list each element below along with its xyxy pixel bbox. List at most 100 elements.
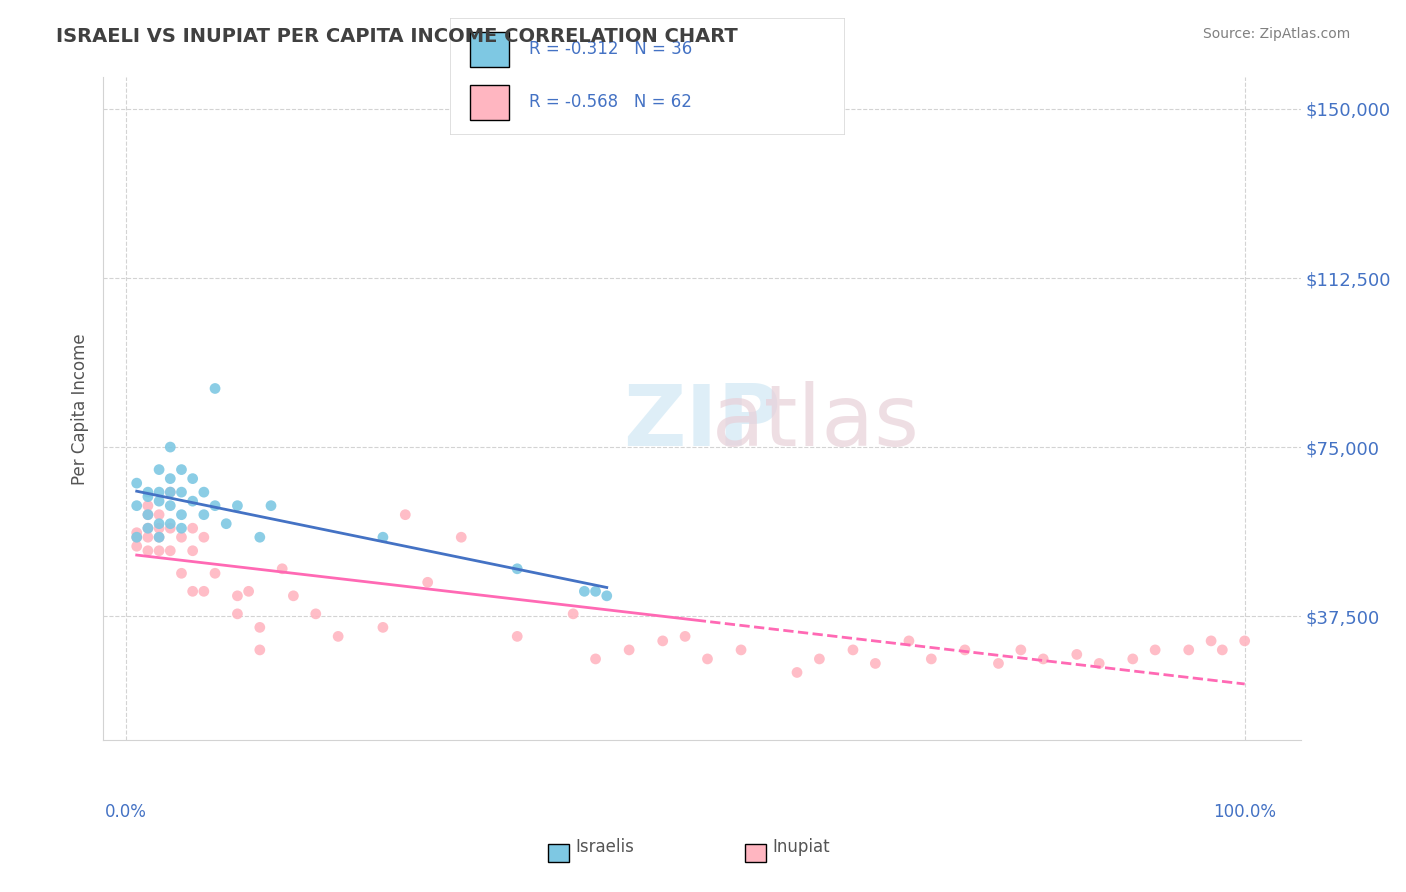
Point — [125, 539, 148, 553]
Point — [159, 485, 181, 500]
Text: 100.0%: 100.0% — [1213, 803, 1277, 822]
Point — [226, 589, 249, 603]
Point — [125, 476, 148, 491]
Point — [204, 382, 226, 396]
Point — [730, 643, 752, 657]
Point — [1233, 633, 1256, 648]
Point — [159, 485, 181, 500]
Point — [215, 516, 238, 531]
Point — [1122, 652, 1144, 666]
Point — [226, 499, 249, 513]
Point — [136, 485, 159, 500]
Point — [204, 499, 226, 513]
Point — [159, 472, 181, 486]
Point — [125, 499, 148, 513]
Point — [226, 607, 249, 621]
Point — [181, 584, 204, 599]
Point — [1199, 633, 1222, 648]
Point — [148, 462, 170, 476]
Point — [596, 589, 619, 603]
Point — [808, 652, 831, 666]
Point — [260, 499, 283, 513]
Point — [181, 521, 204, 535]
Point — [371, 530, 394, 544]
Point — [617, 643, 640, 657]
Point — [125, 530, 148, 544]
Point — [920, 652, 942, 666]
Point — [170, 530, 193, 544]
Point — [897, 633, 920, 648]
Point — [148, 508, 170, 522]
Point — [148, 530, 170, 544]
Point — [283, 589, 305, 603]
Point — [585, 584, 607, 599]
Y-axis label: Per Capita Income: Per Capita Income — [72, 333, 89, 484]
Point — [159, 521, 181, 535]
Point — [181, 472, 204, 486]
Text: R = -0.568   N = 62: R = -0.568 N = 62 — [529, 94, 692, 112]
Point — [148, 516, 170, 531]
Point — [136, 530, 159, 544]
Point — [249, 643, 271, 657]
Point — [1066, 648, 1088, 662]
Point — [249, 620, 271, 634]
Point — [1088, 657, 1111, 671]
Point — [416, 575, 439, 590]
Point — [170, 485, 193, 500]
Point — [170, 462, 193, 476]
Text: 0.0%: 0.0% — [104, 803, 146, 822]
Point — [1032, 652, 1054, 666]
Point — [170, 521, 193, 535]
Point — [1144, 643, 1167, 657]
Text: Israelis: Israelis — [575, 838, 634, 856]
Point — [249, 530, 271, 544]
Point — [148, 543, 170, 558]
Point — [136, 508, 159, 522]
Point — [953, 643, 976, 657]
Point — [394, 508, 416, 522]
Point — [136, 521, 159, 535]
Point — [193, 530, 215, 544]
Point — [450, 530, 472, 544]
Point — [1177, 643, 1199, 657]
Text: ZIP: ZIP — [623, 381, 780, 464]
Point — [136, 508, 159, 522]
Point — [193, 508, 215, 522]
Text: Source: ZipAtlas.com: Source: ZipAtlas.com — [1202, 27, 1350, 41]
Point — [305, 607, 328, 621]
Point — [842, 643, 865, 657]
Text: R = -0.312   N = 36: R = -0.312 N = 36 — [529, 40, 692, 58]
Point — [204, 566, 226, 581]
Point — [159, 516, 181, 531]
Point — [159, 543, 181, 558]
Point — [159, 440, 181, 454]
Point — [125, 530, 148, 544]
Text: ISRAELI VS INUPIAT PER CAPITA INCOME CORRELATION CHART: ISRAELI VS INUPIAT PER CAPITA INCOME COR… — [56, 27, 738, 45]
Point — [136, 543, 159, 558]
Point — [148, 530, 170, 544]
Point — [181, 494, 204, 508]
Text: atlas: atlas — [711, 381, 920, 464]
Point — [170, 508, 193, 522]
Point — [136, 499, 159, 513]
Point — [673, 629, 696, 643]
Point — [696, 652, 718, 666]
Point — [136, 521, 159, 535]
Point — [506, 562, 529, 576]
Point — [148, 485, 170, 500]
Point — [1211, 643, 1233, 657]
Point — [651, 633, 673, 648]
Point — [987, 657, 1010, 671]
Point — [238, 584, 260, 599]
Point — [181, 543, 204, 558]
Point — [170, 566, 193, 581]
Point — [193, 584, 215, 599]
Point — [148, 494, 170, 508]
Point — [865, 657, 887, 671]
Point — [371, 620, 394, 634]
Point — [585, 652, 607, 666]
Point — [328, 629, 350, 643]
Point — [786, 665, 808, 680]
Point — [159, 499, 181, 513]
Point — [506, 629, 529, 643]
